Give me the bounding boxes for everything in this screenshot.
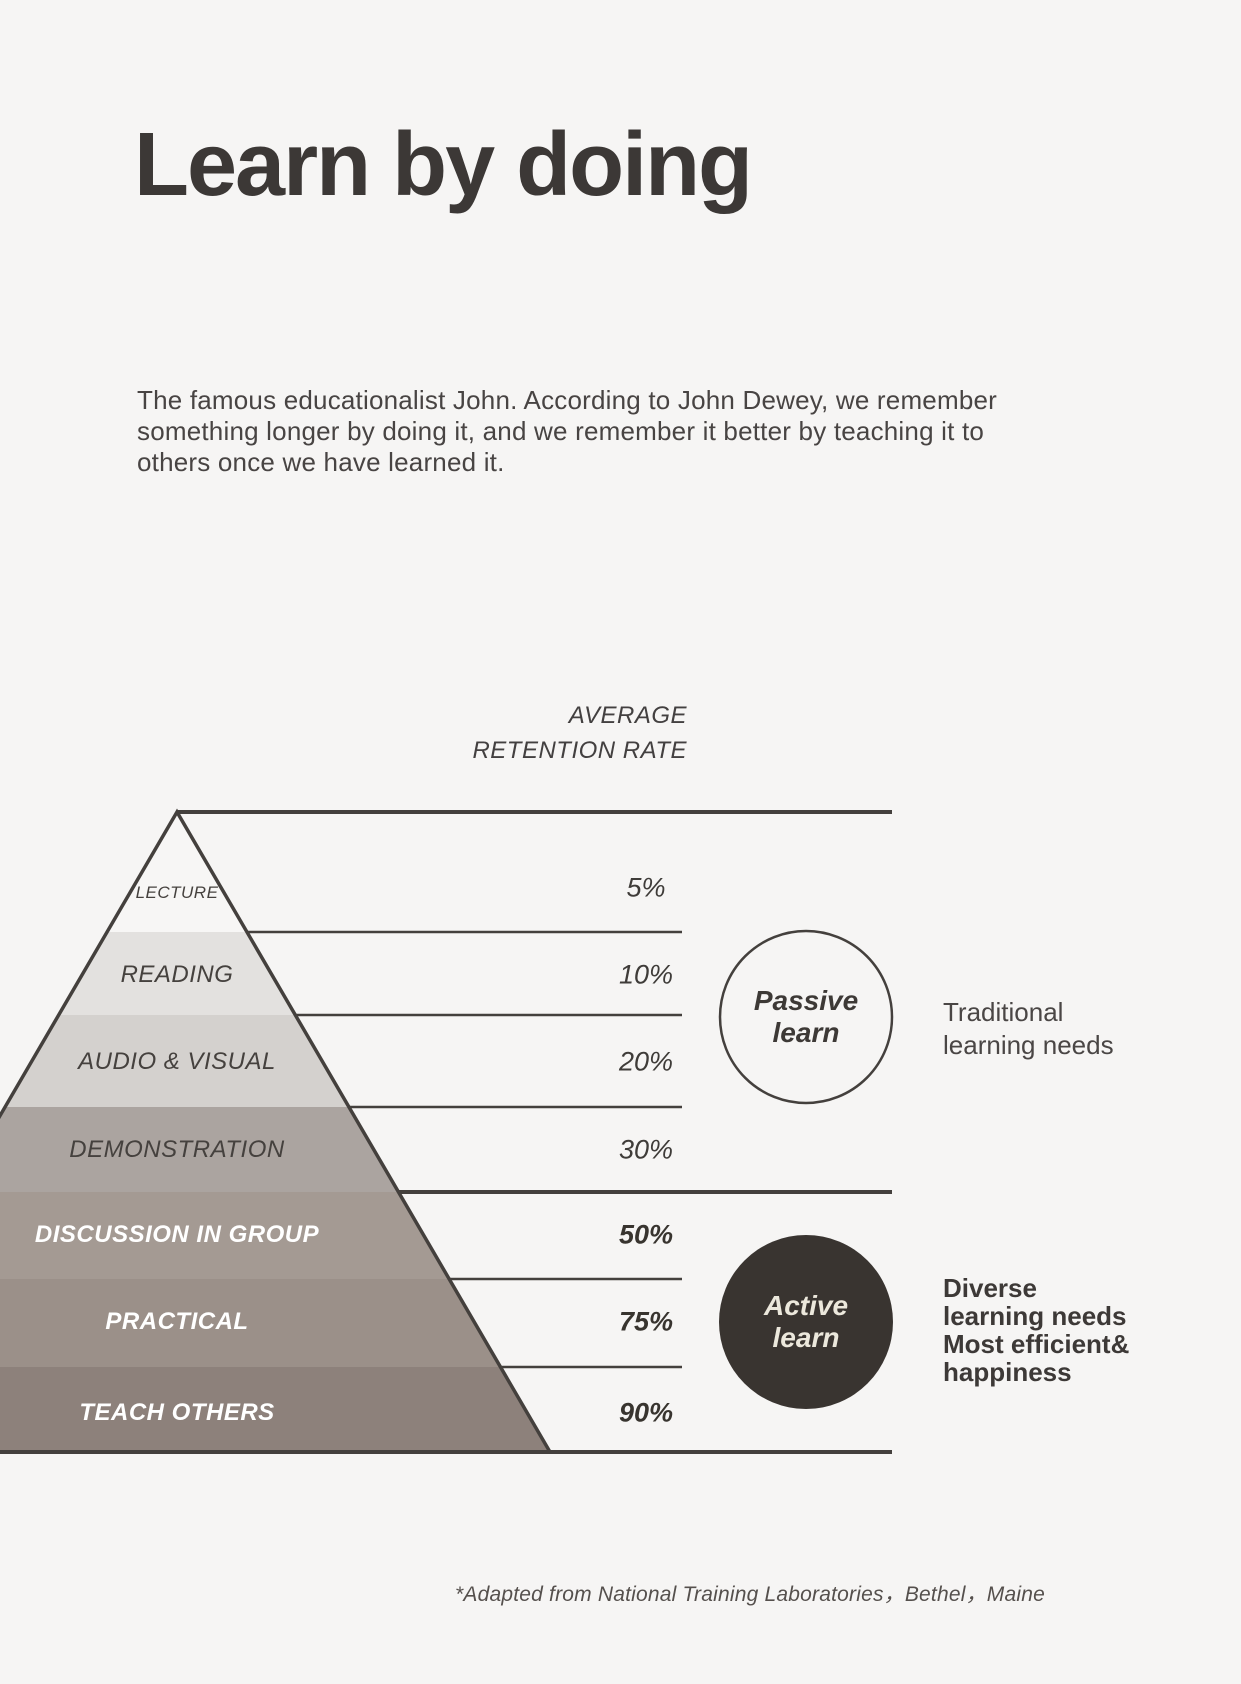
retention-rate-header-line: RETENTION RATE — [472, 737, 687, 764]
row-value-discussion-in-group: 50% — [618, 1219, 674, 1250]
intro-line: The famous educationalist John. Accordin… — [137, 385, 997, 415]
intro-line: others once we have learned it. — [137, 447, 505, 477]
row-value-demonstration: 30% — [618, 1134, 674, 1165]
row-value-practical: 75% — [618, 1306, 674, 1337]
source-footnote: *Adapted from National Training Laborato… — [455, 1583, 1045, 1606]
traditional-learning-note: Traditional learning needs — [943, 996, 1114, 1062]
diverse-learning-note-line: happiness — [943, 1357, 1072, 1387]
retention-rate-header: AVERAGE RETENTION RATE — [472, 698, 687, 768]
page-title: Learn by doing — [134, 115, 753, 215]
pyramid-strokes — [0, 808, 894, 1454]
row-value-reading: 10% — [618, 959, 674, 990]
active-learn-label: Active learn — [764, 1290, 848, 1354]
row-label-teach-others: TEACH OTHERS — [79, 1399, 275, 1426]
row-label-lecture: LECTURE — [135, 883, 219, 902]
pyramid-bands — [0, 812, 550, 1452]
retention-rate-header-line: AVERAGE — [568, 702, 687, 729]
traditional-learning-note-line: learning needs — [943, 1030, 1114, 1060]
row-value-audio-visual: 20% — [618, 1046, 674, 1077]
row-label-demonstration: DEMONSTRATION — [69, 1136, 285, 1163]
active-learn-label-line: learn — [772, 1322, 840, 1353]
row-label-audio-visual: AUDIO & VISUAL — [78, 1048, 276, 1075]
passive-learn-label-line: learn — [772, 1017, 840, 1048]
diverse-learning-note-line: learning needs — [943, 1301, 1127, 1331]
row-label-discussion-in-group: DISCUSSION IN GROUP — [34, 1221, 320, 1248]
diverse-learning-note: Diverse learning needs Most efficient& h… — [943, 1274, 1129, 1386]
active-learn-label-line: Active — [763, 1290, 849, 1321]
row-label-reading: READING — [120, 961, 234, 988]
passive-learn-label: Passive learn — [754, 985, 858, 1049]
intro-line: something longer by doing it, and we rem… — [137, 416, 985, 446]
traditional-learning-note-line: Traditional — [943, 997, 1064, 1027]
active-learn-circle — [719, 1235, 893, 1409]
pyramid-band-teach-others — [0, 1367, 550, 1452]
pyramid-band-lecture — [0, 812, 550, 932]
diverse-learning-note-line: Most efficient& — [943, 1329, 1130, 1359]
intro-paragraph: The famous educationalist John. Accordin… — [137, 385, 997, 478]
row-label-practical: PRACTICAL — [105, 1308, 249, 1335]
row-value-teach-others: 90% — [618, 1397, 674, 1428]
row-value-lecture: 5% — [626, 872, 666, 903]
passive-learn-label-line: Passive — [753, 985, 859, 1016]
passive-learn-circle — [718, 929, 894, 1105]
diverse-learning-note-line: Diverse — [943, 1273, 1037, 1303]
